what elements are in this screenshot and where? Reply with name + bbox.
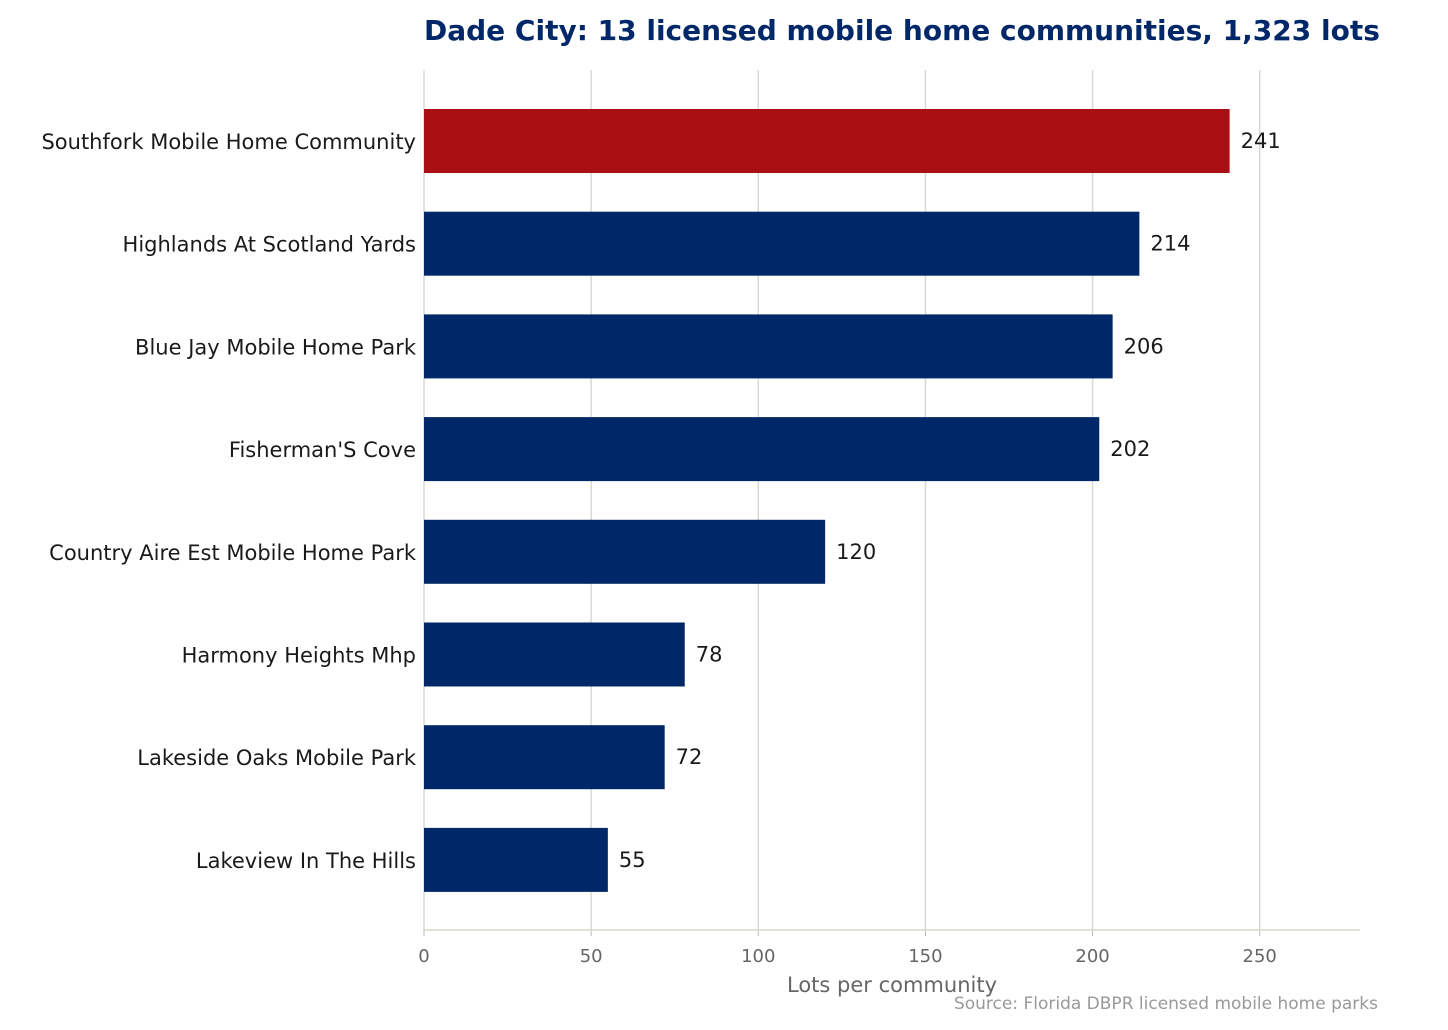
category-label: Harmony Heights Mhp	[182, 644, 416, 668]
bar-3	[424, 417, 1100, 482]
category-label: Blue Jay Mobile Home Park	[135, 335, 417, 359]
bar-0	[424, 109, 1230, 173]
x-tick-label: 250	[1243, 946, 1277, 967]
value-label: 202	[1110, 437, 1150, 461]
bar-6	[424, 725, 665, 790]
category-label: Fisherman'S Cove	[229, 438, 416, 462]
x-tick-label: 50	[580, 946, 603, 967]
category-label: Highlands At Scotland Yards	[123, 233, 416, 257]
category-label: Southfork Mobile Home Community	[41, 130, 416, 154]
category-label: Lakeside Oaks Mobile Park	[137, 746, 417, 770]
x-tick-label: 100	[741, 946, 775, 967]
bar-2	[424, 314, 1113, 379]
value-label: 55	[619, 848, 646, 872]
labels-layer: Southfork Mobile Home Community 241 Highla…	[41, 129, 1280, 873]
value-label: 120	[836, 540, 876, 564]
bar-7	[424, 827, 608, 892]
value-label: 241	[1241, 129, 1281, 153]
x-tick-label: 150	[908, 946, 942, 967]
grid-layer	[423, 70, 1261, 930]
chart-title: Dade City: 13 licensed mobile home commu…	[424, 14, 1380, 47]
category-label: Country Aire Est Mobile Home Park	[49, 541, 417, 565]
value-label: 78	[696, 643, 723, 667]
bar-4	[424, 519, 826, 584]
bar-5	[424, 622, 685, 687]
x-axis: 0 50 100 150 200 250	[418, 929, 1360, 967]
source-note: Source: Florida DBPR licensed mobile hom…	[954, 994, 1378, 1014]
category-label: Lakeview In The Hills	[196, 849, 416, 873]
x-axis-title: Lots per community	[787, 973, 997, 997]
x-tick-label: 0	[418, 946, 429, 967]
x-tick-label: 200	[1075, 946, 1109, 967]
value-label: 214	[1150, 232, 1190, 256]
bar-1	[424, 211, 1140, 276]
value-label: 72	[676, 745, 703, 769]
value-label: 206	[1124, 334, 1164, 358]
bars-layer	[424, 109, 1230, 892]
